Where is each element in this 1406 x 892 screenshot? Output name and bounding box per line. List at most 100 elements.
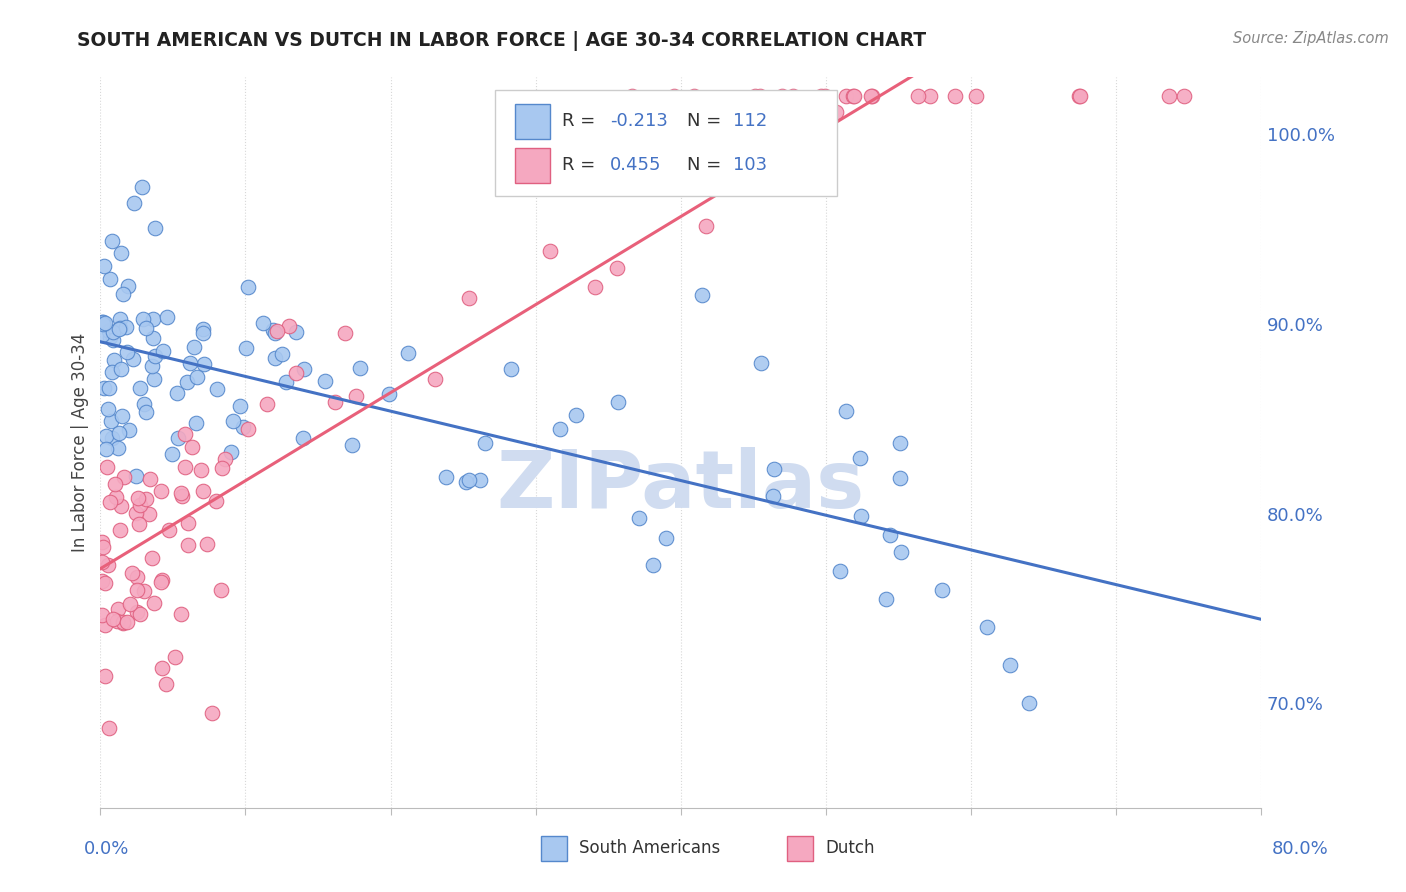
Point bbox=[228, 399, 250, 413]
Point bbox=[135, 492, 157, 507]
Point bbox=[191, 322, 214, 336]
Point bbox=[121, 566, 143, 580]
Text: N =: N = bbox=[686, 112, 727, 130]
Point bbox=[107, 441, 129, 455]
Point bbox=[132, 397, 155, 411]
Point bbox=[458, 473, 481, 487]
Point bbox=[115, 320, 138, 334]
Point bbox=[129, 380, 152, 394]
Point bbox=[907, 89, 929, 103]
Point bbox=[115, 615, 138, 629]
Point bbox=[232, 420, 254, 434]
Point bbox=[135, 321, 157, 335]
Point bbox=[108, 523, 131, 537]
Point bbox=[749, 355, 772, 369]
Point bbox=[772, 89, 794, 103]
Point bbox=[100, 414, 122, 428]
Point bbox=[94, 618, 117, 632]
Point bbox=[344, 388, 367, 402]
Point bbox=[186, 416, 208, 430]
FancyBboxPatch shape bbox=[787, 836, 813, 861]
Point bbox=[91, 318, 114, 332]
Text: Source: ZipAtlas.com: Source: ZipAtlas.com bbox=[1233, 31, 1389, 46]
Point bbox=[186, 370, 208, 384]
Point bbox=[98, 381, 121, 395]
Point bbox=[263, 326, 285, 340]
Point bbox=[97, 401, 120, 416]
Point bbox=[744, 89, 766, 103]
Point bbox=[142, 311, 165, 326]
Point bbox=[236, 422, 259, 436]
Point bbox=[138, 508, 160, 522]
Point bbox=[762, 489, 785, 503]
FancyBboxPatch shape bbox=[515, 103, 550, 139]
Point bbox=[889, 471, 911, 485]
Point bbox=[943, 89, 966, 103]
Point bbox=[142, 596, 165, 610]
Point bbox=[647, 109, 669, 123]
Point bbox=[1067, 89, 1090, 103]
Point bbox=[91, 315, 114, 329]
Point bbox=[105, 490, 128, 504]
Point bbox=[143, 349, 166, 363]
Point bbox=[349, 360, 371, 375]
Point bbox=[150, 484, 173, 499]
Text: 103: 103 bbox=[733, 156, 768, 174]
Point bbox=[844, 89, 866, 103]
Point bbox=[1173, 89, 1195, 103]
Text: SOUTH AMERICAN VS DUTCH IN LABOR FORCE | AGE 30-34 CORRELATION CHART: SOUTH AMERICAN VS DUTCH IN LABOR FORCE |… bbox=[77, 31, 927, 51]
Point bbox=[879, 528, 901, 542]
Point bbox=[621, 89, 644, 103]
Point bbox=[91, 534, 114, 549]
Point bbox=[607, 394, 630, 409]
Point bbox=[122, 352, 145, 367]
Point bbox=[108, 322, 131, 336]
Point bbox=[235, 341, 257, 355]
Point bbox=[222, 414, 245, 428]
Point bbox=[664, 146, 686, 161]
Point bbox=[292, 431, 315, 445]
Point bbox=[125, 469, 148, 483]
Point bbox=[998, 658, 1021, 673]
Point bbox=[782, 89, 804, 103]
Point bbox=[128, 516, 150, 531]
Point bbox=[156, 310, 179, 324]
Point bbox=[152, 343, 174, 358]
Text: -0.213: -0.213 bbox=[610, 112, 668, 130]
Point bbox=[211, 461, 233, 475]
Text: 0.455: 0.455 bbox=[610, 156, 661, 174]
Point bbox=[141, 551, 163, 566]
Point bbox=[627, 511, 650, 525]
FancyBboxPatch shape bbox=[515, 147, 550, 183]
Point bbox=[849, 451, 872, 466]
Point bbox=[90, 607, 112, 622]
Point bbox=[1069, 89, 1091, 103]
Point bbox=[201, 706, 224, 720]
Point bbox=[125, 605, 148, 619]
Y-axis label: In Labor Force | Age 30-34: In Labor Force | Age 30-34 bbox=[72, 333, 89, 552]
Point bbox=[107, 602, 129, 616]
Point bbox=[150, 573, 173, 587]
Point bbox=[205, 382, 228, 396]
Point bbox=[572, 173, 595, 187]
Point bbox=[104, 476, 127, 491]
Point bbox=[284, 366, 307, 380]
Point bbox=[499, 361, 522, 376]
Point bbox=[918, 89, 941, 103]
Point bbox=[150, 661, 173, 675]
Point bbox=[266, 324, 288, 338]
Point bbox=[842, 89, 865, 103]
Point bbox=[163, 650, 186, 665]
Point bbox=[434, 470, 457, 484]
Point bbox=[142, 331, 165, 345]
Point bbox=[191, 484, 214, 499]
Point bbox=[170, 489, 193, 503]
Point bbox=[91, 574, 114, 588]
Point bbox=[110, 321, 132, 335]
Point bbox=[111, 409, 134, 424]
Point bbox=[468, 473, 491, 487]
Point bbox=[763, 462, 786, 476]
Point bbox=[135, 405, 157, 419]
Point bbox=[101, 365, 124, 379]
Point bbox=[558, 136, 581, 150]
